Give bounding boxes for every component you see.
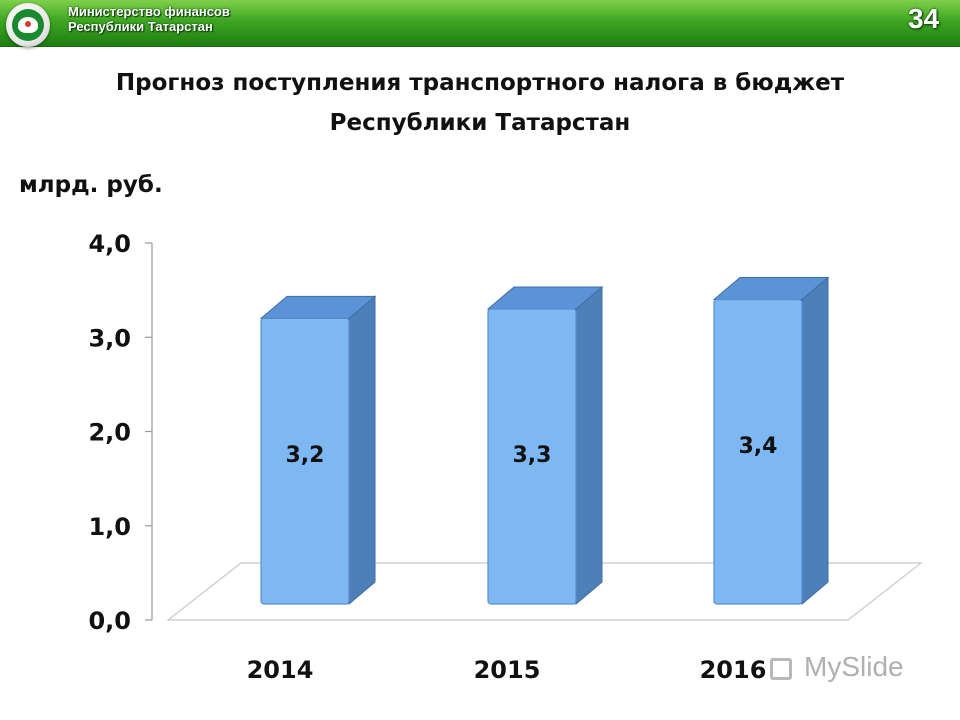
bar <box>713 298 803 605</box>
unit-label: млрд. руб. <box>19 172 163 198</box>
y-tick-label: 0,0 <box>88 607 131 635</box>
title-line-2: Республики Татарстан <box>329 110 631 136</box>
organization-name: Министерство финансов Республики Татарст… <box>68 4 230 34</box>
emblem-inner <box>12 9 44 41</box>
tatarstan-emblem-icon <box>6 3 50 47</box>
page-number: 34 <box>908 3 940 34</box>
bar <box>487 308 577 605</box>
watermark-text: MySlide <box>804 651 904 682</box>
y-tick-label: 2,0 <box>88 419 131 447</box>
org-line-1: Министерство финансов <box>68 4 230 19</box>
emblem-dot <box>25 21 31 27</box>
x-tick-label: 2014 <box>247 656 314 684</box>
y-tick-label: 4,0 <box>88 230 131 258</box>
slide-title: Прогноз поступления транспортного налога… <box>30 63 930 143</box>
bar-side <box>801 276 829 606</box>
bar-data-label: 3,4 <box>739 434 778 459</box>
watermark-icon <box>770 658 792 680</box>
org-line-2: Республики Татарстан <box>68 19 213 34</box>
bar-side <box>575 285 603 606</box>
bar-side <box>348 295 376 606</box>
bar-data-label: 3,2 <box>286 443 325 468</box>
x-tick-label: 2015 <box>474 656 541 684</box>
y-tick-label: 1,0 <box>88 513 131 541</box>
y-tick-label: 3,0 <box>88 324 131 352</box>
bar <box>260 317 350 605</box>
x-tick-label: 2016 <box>700 656 767 684</box>
bar-data-label: 3,3 <box>513 443 552 468</box>
chart-floor <box>166 562 923 621</box>
title-line-1: Прогноз поступления транспортного налога… <box>115 70 845 96</box>
header-bar: Министерство финансов Республики Татарст… <box>0 0 960 47</box>
